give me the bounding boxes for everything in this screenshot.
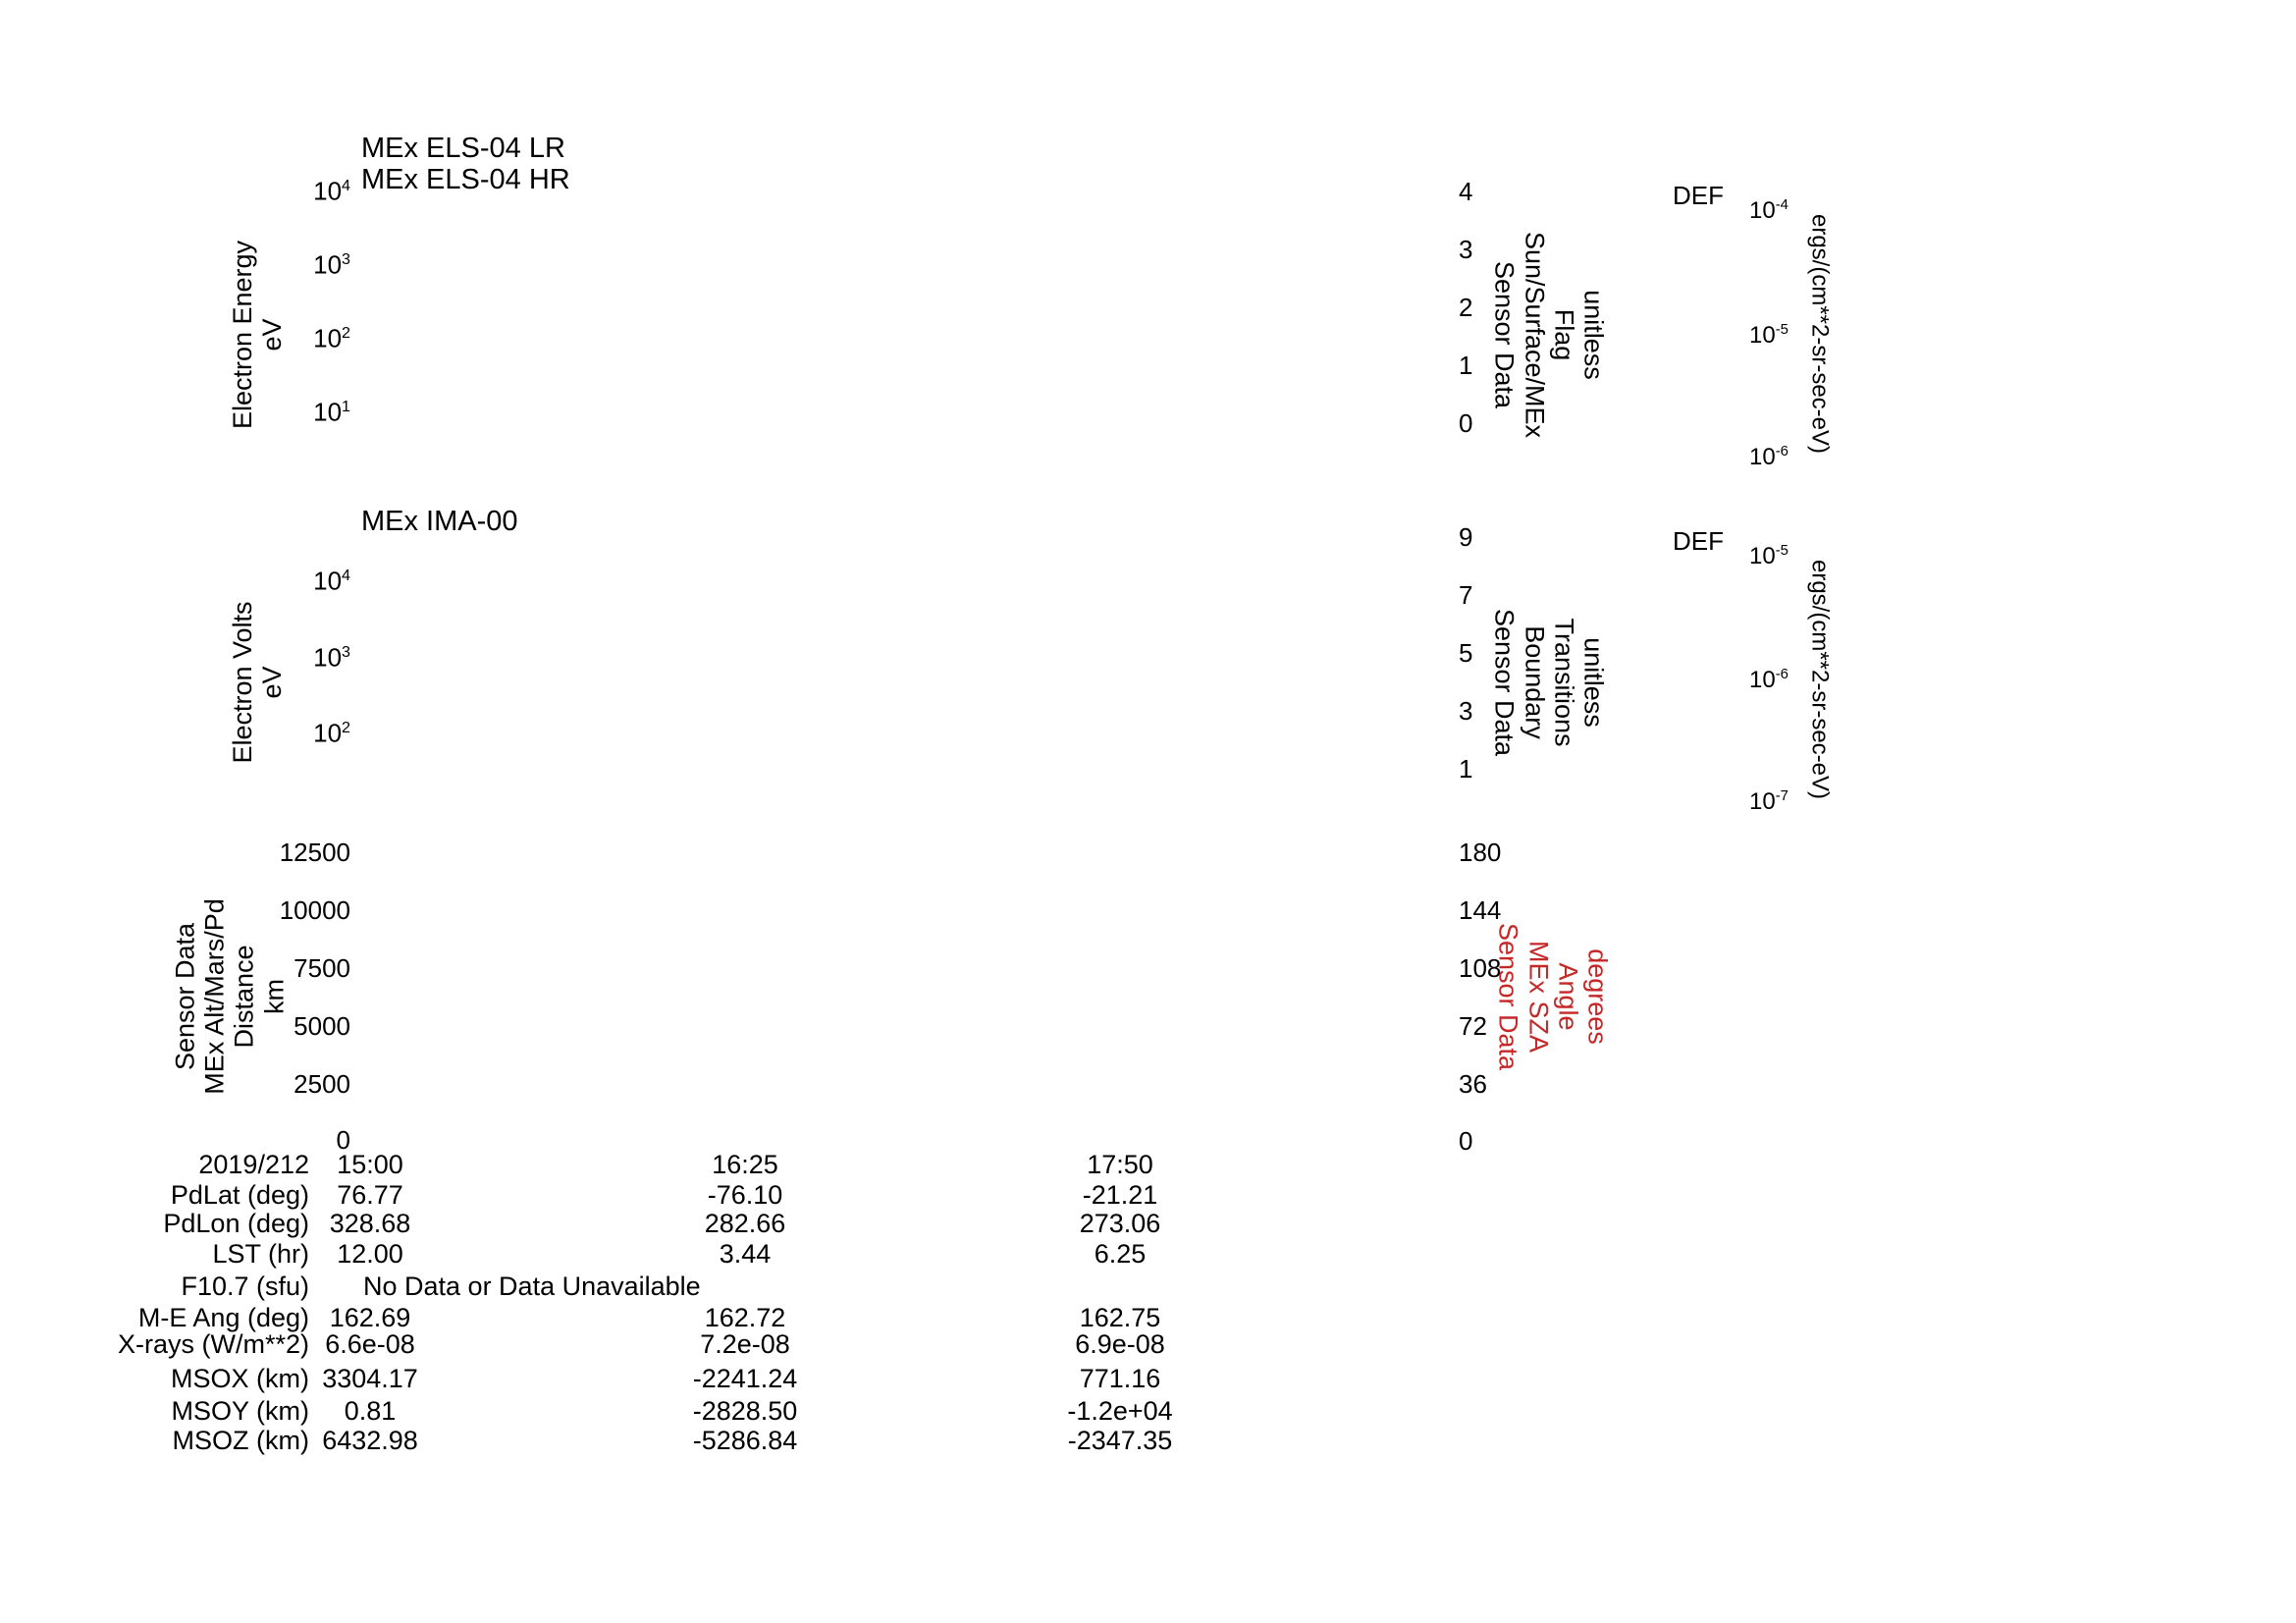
table-cell: -2241.24 <box>692 1364 798 1393</box>
table-cell: 12.00 <box>337 1239 403 1269</box>
table-cell: 6.9e-08 <box>1075 1329 1165 1359</box>
table-cell: 162.69 <box>329 1303 411 1332</box>
table-cell: -76.10 <box>707 1180 783 1210</box>
els-cb-tick-1e-4: 10-4 <box>1749 197 1789 224</box>
row-label-pdlon: PdLon (deg) <box>163 1209 309 1238</box>
row-label-xrays: X-rays (W/m**2) <box>118 1329 309 1359</box>
row-label-f107: F10.7 (sfu) <box>181 1271 309 1301</box>
time-tick-2: 16:25 <box>712 1150 778 1179</box>
table-cell: 273.06 <box>1079 1209 1161 1238</box>
ima-bt-tick-9: 9 <box>1459 522 1473 552</box>
bottom-right-axis-label: degrees Angle MEx SZA Sensor Data <box>1493 922 1613 1071</box>
alt-tick-5000: 5000 <box>294 1011 350 1041</box>
table-cell: 3304.17 <box>322 1364 418 1393</box>
table-cell: 7.2e-08 <box>700 1329 790 1359</box>
ima-ytick-1e2: 102 <box>313 718 350 748</box>
ima-cb-tick-1e-6: 10-6 <box>1749 667 1789 693</box>
ima-colorbar-title: DEF <box>1673 526 1724 556</box>
time-tick-3: 17:50 <box>1087 1150 1153 1179</box>
els-colorbar-title: DEF <box>1673 181 1724 210</box>
sza-tick-0: 0 <box>1459 1126 1473 1156</box>
table-cell: -2347.35 <box>1067 1426 1173 1455</box>
ima-colorbar-units: ergs/(cm**2-sr-sec-eV) <box>1806 559 1834 800</box>
els-ytick-1e4: 104 <box>313 176 350 206</box>
sza-tick-36: 36 <box>1459 1069 1487 1099</box>
bottom-left-axis-label: Sensor Data MEx Alt/Mars/Pd Distance km <box>170 898 290 1095</box>
ima-bt-tick-3: 3 <box>1459 696 1473 726</box>
table-cell: 771.16 <box>1079 1364 1161 1393</box>
table-cell: -2828.50 <box>692 1396 798 1426</box>
els-cb-tick-1e-6: 10-6 <box>1749 444 1789 470</box>
sza-tick-144: 144 <box>1459 895 1502 925</box>
sza-tick-108: 108 <box>1459 953 1502 983</box>
ima-right-axis-label: unitless Transitions Boundary Sensor Data <box>1489 608 1609 757</box>
sza-tick-180: 180 <box>1459 838 1502 867</box>
sza-tick-72: 72 <box>1459 1011 1487 1041</box>
time-tick-1: 15:00 <box>337 1150 403 1179</box>
date-label: 2019/212 <box>198 1150 309 1179</box>
els-title-lr: MEx ELS-04 LR <box>361 133 565 164</box>
alt-tick-2500: 2500 <box>294 1069 350 1099</box>
alt-tick-12500: 12500 <box>279 838 350 867</box>
els-flag-tick-4: 4 <box>1459 177 1473 206</box>
row-label-msoy: MSOY (km) <box>171 1396 310 1426</box>
els-cb-tick-1e-5: 10-5 <box>1749 322 1789 349</box>
table-cell: -1.2e+04 <box>1067 1396 1173 1426</box>
table-cell: 162.75 <box>1079 1303 1161 1332</box>
row-label-meang: M-E Ang (deg) <box>137 1303 309 1332</box>
table-cell: 0.81 <box>344 1396 397 1426</box>
ima-cb-tick-1e-5: 10-5 <box>1749 543 1789 569</box>
table-cell: 6432.98 <box>322 1426 418 1455</box>
els-flag-tick-2: 2 <box>1459 293 1473 322</box>
table-cell: 3.44 <box>719 1239 772 1269</box>
els-ytick-1e1: 101 <box>313 397 350 427</box>
els-flag-tick-1: 1 <box>1459 351 1473 380</box>
ima-title: MEx IMA-00 <box>361 506 518 537</box>
row-label-msox: MSOX (km) <box>171 1364 309 1393</box>
alt-tick-10000: 10000 <box>279 895 350 925</box>
ima-bt-tick-5: 5 <box>1459 638 1473 668</box>
els-flag-tick-0: 0 <box>1459 408 1473 438</box>
table-cell: 162.72 <box>704 1303 786 1332</box>
row-label-pdlat: PdLat (deg) <box>170 1180 309 1210</box>
ima-bt-tick-7: 7 <box>1459 580 1473 610</box>
ima-ytick-1e4: 104 <box>313 566 350 596</box>
table-cell: 76.77 <box>337 1180 403 1210</box>
table-cell: 282.66 <box>704 1209 786 1238</box>
els-right-axis-label: unitless Flag Sun/Surface/MEx Sensor Data <box>1489 231 1609 439</box>
table-cell: 6.6e-08 <box>325 1329 415 1359</box>
els-ytick-1e2: 102 <box>313 323 350 353</box>
els-colorbar-units: ergs/(cm**2-sr-sec-eV) <box>1806 213 1834 455</box>
table-cell: -5286.84 <box>692 1426 798 1455</box>
alt-tick-7500: 7500 <box>294 953 350 983</box>
row-label-msoz: MSOZ (km) <box>172 1426 309 1455</box>
ima-ytick-1e3: 103 <box>313 642 350 673</box>
els-ytick-1e3: 103 <box>313 249 350 280</box>
table-cell: 6.25 <box>1094 1239 1147 1269</box>
row-label-lst: LST (hr) <box>212 1239 309 1269</box>
els-flag-tick-3: 3 <box>1459 235 1473 264</box>
els-title-hr: MEx ELS-04 HR <box>361 164 570 195</box>
ima-cb-tick-1e-7: 10-7 <box>1749 788 1789 815</box>
no-data-message: No Data or Data Unavailable <box>363 1271 701 1301</box>
ima-bt-tick-1: 1 <box>1459 754 1473 784</box>
alt-tick-0: 0 <box>336 1125 350 1155</box>
table-cell: -21.21 <box>1082 1180 1158 1210</box>
table-cell: 328.68 <box>329 1209 411 1238</box>
